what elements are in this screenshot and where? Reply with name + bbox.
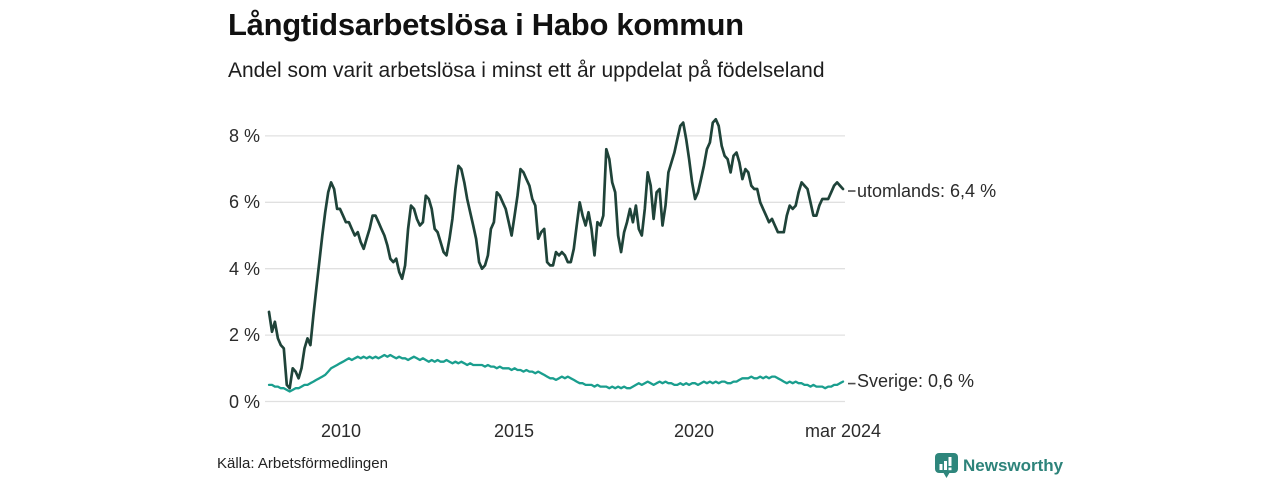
y-axis-tick-0: 0 % [228, 392, 260, 412]
newsworthy-logo-icon [935, 453, 958, 478]
x-axis-tick-2010: 2010 [320, 421, 362, 441]
source-note: Källa: Arbetsförmedlingen [217, 455, 388, 472]
chart-subtitle: Andel som varit arbetslösa i minst ett å… [228, 59, 825, 82]
y-axis-tick-6: 6 % [228, 192, 260, 212]
y-axis-tick-2: 2 % [228, 325, 260, 345]
y-axis-tick-4: 4 % [228, 259, 260, 279]
series-end-label-sverige: Sverige: 0,6 % [857, 371, 975, 391]
line-series-utomlands [267, 117, 845, 390]
series-end-label-utomlands: utomlands: 6,4 % [857, 181, 997, 201]
y-axis-tick-8: 8 % [228, 126, 260, 146]
line-series-sverige [267, 353, 845, 393]
x-axis-tick-mar-2024: mar 2024 [804, 421, 882, 441]
newsworthy-brand-name: Newsworthy [963, 456, 1064, 475]
page-title: Långtidsarbetslösa i Habo kommun [228, 7, 744, 42]
x-axis-tick-2020: 2020 [673, 421, 715, 441]
x-axis-tick-2015: 2015 [493, 421, 535, 441]
